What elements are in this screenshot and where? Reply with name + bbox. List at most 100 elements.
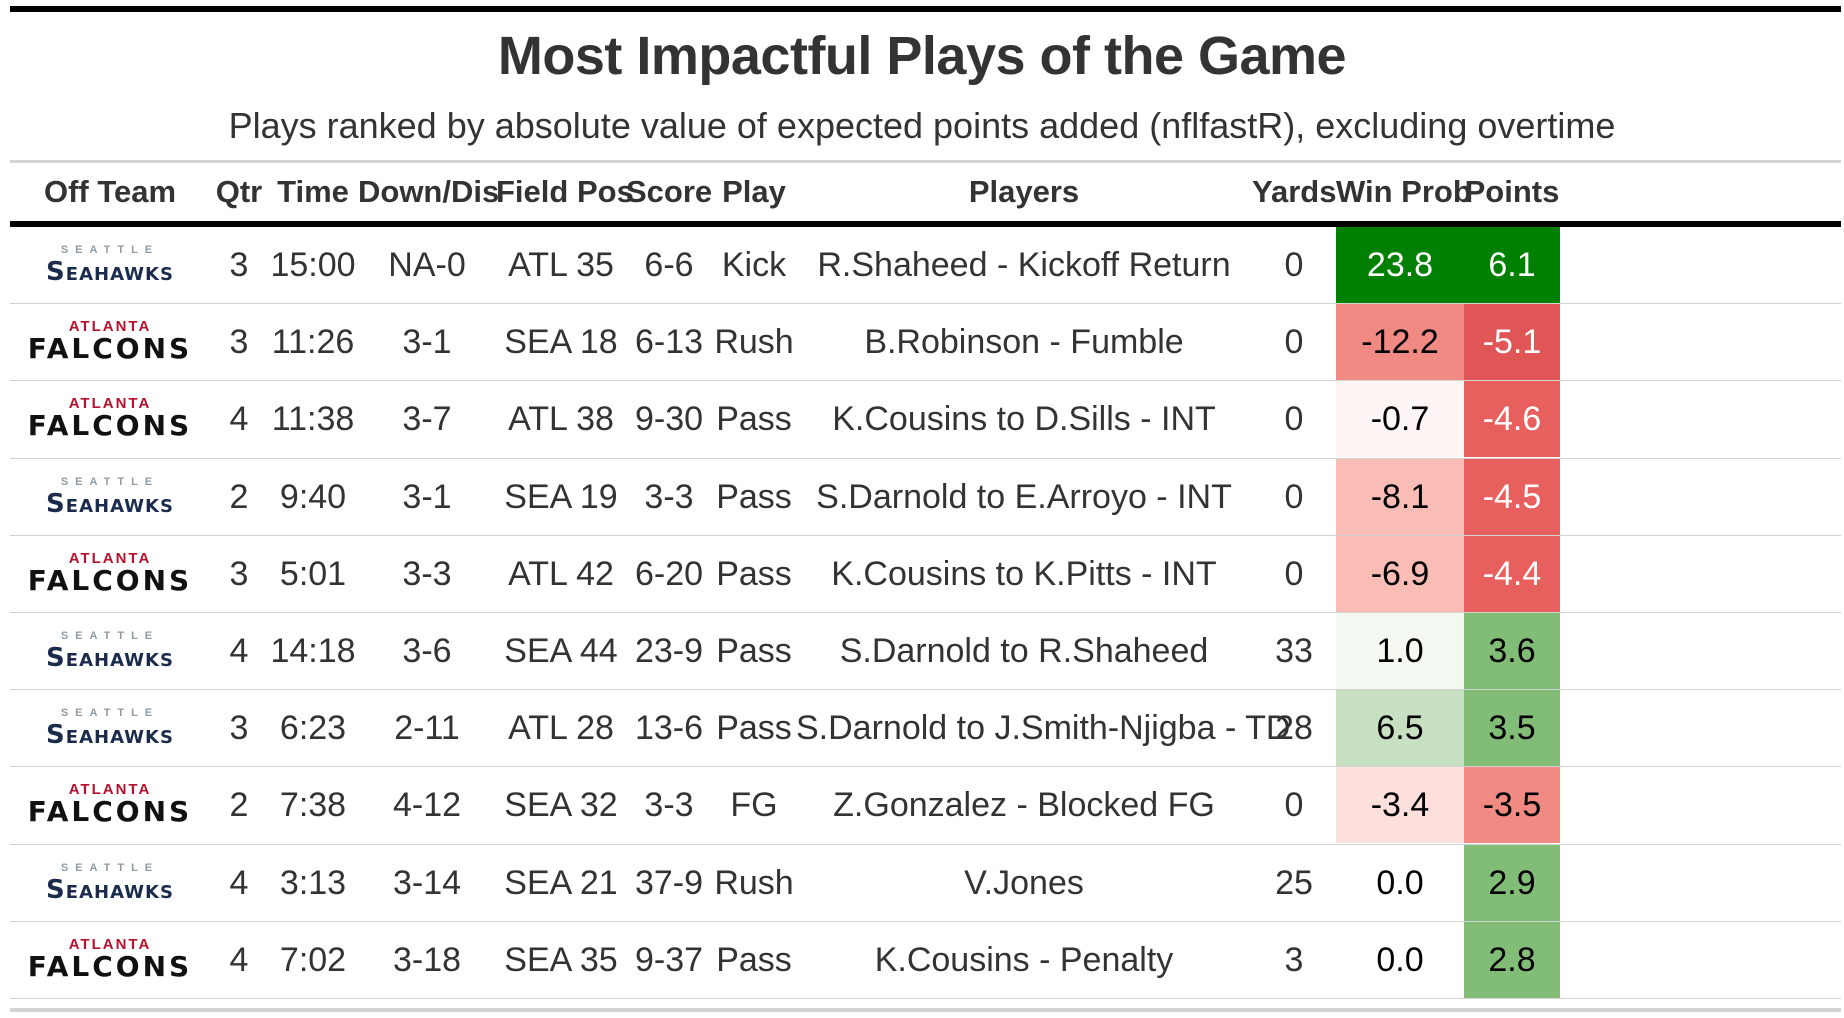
players-cell: R.Shaheed - Kickoff Return [817, 246, 1231, 284]
win-prob-cell: -6.9 [1336, 535, 1464, 612]
score-cell: 9-37 [634, 940, 704, 979]
time-cell: 7:38 [279, 786, 347, 825]
header-top-rule [10, 160, 1841, 163]
falcons-logo: ATLANTA FALCONS [10, 767, 210, 843]
seahawks-logo: SEATTLE Seahawks [10, 227, 210, 303]
points-cell: 2.9 [1464, 844, 1560, 921]
field-pos-cell: SEA 35 [504, 940, 618, 979]
points-cell: -3.5 [1464, 767, 1560, 844]
players-cell: K.Cousins to D.Sills - INT [832, 400, 1216, 439]
logo-city-text: ATLANTA [68, 549, 152, 567]
win-prob-cell: -0.7 [1336, 381, 1464, 458]
logo-city-text: ATLANTA [68, 318, 152, 336]
play-cell: Kick [721, 246, 787, 284]
yards-cell: 0 [1284, 477, 1304, 516]
yards-cell: 28 [1275, 709, 1313, 748]
col-header-win-prob: Win Prob [1336, 174, 1472, 209]
table-row: ATLANTA FALCONS 4 7:02 3-18 SEA 35 9-37 Pass K.C… [10, 921, 1841, 999]
header-bottom-rule [10, 221, 1841, 227]
play-cell: Rush [714, 863, 794, 902]
falcons-logo: ATLANTA FALCONS [10, 536, 210, 612]
time-cell: 15:00 [270, 246, 356, 284]
falcons-logo: ATLANTA FALCONS [10, 922, 210, 998]
field-pos-cell: SEA 44 [504, 631, 618, 670]
col-header-field-pos: Field Pos [496, 174, 634, 209]
play-cell: Pass [716, 709, 792, 748]
time-cell: 11:26 [271, 323, 355, 362]
table-row: ATLANTA FALCONS 3 5:01 3-3 ATL 42 6-20 Pass K.Co… [10, 535, 1841, 613]
field-pos-cell: SEA 21 [504, 863, 618, 902]
qtr-cell: 3 [229, 709, 249, 748]
points-cell: -4.5 [1464, 458, 1560, 535]
logo-team-text: Seahawks [46, 720, 174, 751]
col-header-players: Players [968, 174, 1080, 209]
yards-cell: 0 [1284, 246, 1304, 284]
logo-city-text: SEATTLE [60, 707, 160, 720]
points-cell: -4.4 [1464, 535, 1560, 612]
logo-team-text: FALCONS [27, 949, 193, 983]
table-row: SEATTLE Seahawks 4 14:18 3-6 SEA 44 23-9 Pass S.… [10, 612, 1841, 691]
time-cell: 3:13 [279, 863, 347, 902]
play-cell: FG [730, 786, 778, 825]
down-dis-cell: 3-6 [402, 631, 452, 670]
logo-team-text: Seahawks [46, 642, 174, 673]
down-dis-cell: 3-3 [402, 554, 452, 593]
players-cell: K.Cousins - Penalty [874, 940, 1174, 979]
field-pos-cell: ATL 35 [508, 246, 614, 284]
logo-team-text: FALCONS [27, 332, 193, 366]
col-header-down-dis: Down/Dis [358, 174, 500, 209]
seahawks-logo: SEATTLE Seahawks [10, 459, 210, 535]
points-cell: 2.8 [1464, 921, 1560, 998]
col-header-off-team: Off Team [43, 174, 177, 209]
table-subtitle: Plays ranked by absolute value of expect… [228, 105, 1616, 146]
score-cell: 37-9 [634, 863, 704, 902]
logo-team-text: FALCONS [27, 563, 193, 597]
seahawks-logo: SEATTLE Seahawks [10, 613, 210, 689]
field-pos-cell: ATL 38 [508, 400, 614, 439]
col-header-yards: Yards [1252, 174, 1337, 209]
qtr-cell: 3 [229, 323, 249, 362]
down-dis-cell: 2-11 [394, 709, 460, 748]
col-header-play: Play [722, 174, 786, 209]
logo-team-text: FALCONS [27, 795, 193, 829]
score-cell: 6-13 [634, 323, 704, 362]
points-cell: 3.5 [1464, 690, 1560, 767]
play-cell: Pass [716, 400, 792, 439]
col-header-qtr: Qtr [215, 174, 263, 209]
seahawks-logo: SEATTLE Seahawks [10, 690, 210, 766]
logo-city-text: ATLANTA [68, 395, 152, 413]
time-cell: 9:40 [279, 477, 347, 516]
win-prob-cell: -8.1 [1336, 458, 1464, 535]
points-cell: -4.6 [1464, 381, 1560, 458]
yards-cell: 3 [1284, 940, 1304, 979]
players-cell: K.Cousins to K.Pitts - INT [831, 554, 1217, 593]
col-header-score: Score [626, 174, 713, 209]
players-cell: Z.Gonzalez - Blocked FG [833, 786, 1215, 825]
win-prob-cell: -12.2 [1336, 304, 1464, 381]
table-row: ATLANTA FALCONS 3 11:26 3-1 SEA 18 6-13 Rush B.R… [10, 304, 1841, 382]
table-row: ATLANTA FALCONS 2 7:38 4-12 SEA 32 3-3 FG Z.Gonz… [10, 767, 1841, 845]
field-pos-cell: SEA 18 [504, 323, 618, 362]
qtr-cell: 4 [229, 631, 249, 670]
score-cell: 3-3 [644, 477, 694, 516]
time-cell: 5:01 [279, 554, 347, 593]
yards-cell: 0 [1284, 400, 1304, 439]
col-header-points: Points [1464, 174, 1560, 209]
falcons-logo: ATLANTA FALCONS [10, 304, 210, 380]
qtr-cell: 3 [229, 554, 249, 593]
score-cell: 13-6 [634, 709, 704, 748]
logo-city-text: ATLANTA [68, 781, 152, 799]
time-cell: 7:02 [279, 940, 347, 979]
play-cell: Pass [716, 940, 792, 979]
play-cell: Pass [716, 554, 792, 593]
qtr-cell: 3 [229, 246, 249, 284]
yards-cell: 33 [1275, 631, 1313, 670]
down-dis-cell: NA-0 [388, 246, 466, 284]
players-cell: V.Jones [964, 863, 1084, 902]
logo-city-text: SEATTLE [60, 475, 160, 488]
time-cell: 6:23 [279, 709, 347, 748]
win-prob-cell: 0.0 [1376, 863, 1424, 902]
yards-cell: 0 [1284, 554, 1304, 593]
score-cell: 3-3 [644, 786, 694, 825]
players-cell: S.Darnold to E.Arroyo - INT [816, 477, 1232, 516]
